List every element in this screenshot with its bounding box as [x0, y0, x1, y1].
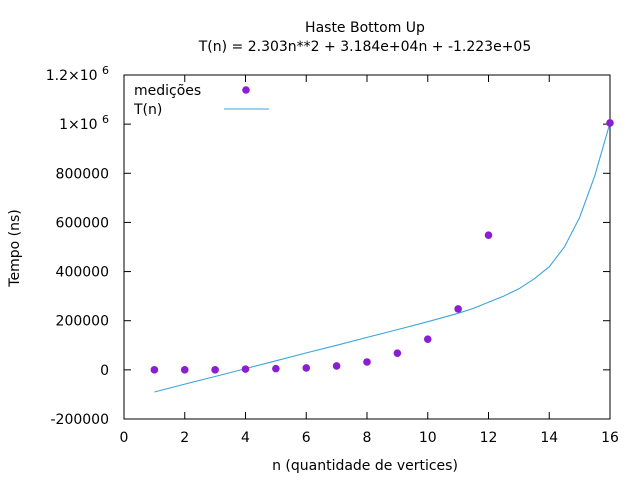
data-point	[393, 349, 402, 357]
x-tick-label: 16	[601, 430, 619, 446]
y-axis: -200000 0 200000 400000 600000 800000 1×10 6 1.…	[46, 64, 610, 428]
data-point	[150, 366, 159, 374]
legend: medições T(n)	[133, 83, 269, 118]
y-tick-label: -200000	[51, 412, 110, 428]
x-tick-label: 8	[363, 430, 372, 446]
x-tick-label: 0	[120, 430, 129, 446]
x-tick-label: 6	[302, 430, 311, 446]
y-tick-label: 1×10 6	[59, 113, 109, 133]
y-tick-label: 600000	[56, 215, 109, 231]
y-tick-label: 800000	[56, 166, 109, 182]
x-tick-label: 14	[540, 430, 558, 446]
data-point	[211, 366, 219, 374]
y-tick-label: 1.2×10 6	[46, 64, 109, 84]
legend-label-tn: T(n)	[133, 102, 162, 118]
data-point	[272, 364, 280, 373]
data-point	[423, 335, 432, 343]
chart-title: Haste Bottom Up	[305, 20, 425, 36]
data-point	[241, 365, 250, 373]
series-medicoes-points	[150, 119, 614, 374]
x-tick-label: 4	[241, 430, 250, 446]
data-point	[454, 305, 462, 313]
x-axis: 0 2 4 6 8 10 12 14 16	[120, 75, 619, 446]
plot-frame	[123, 74, 611, 420]
x-tick-label: 10	[419, 430, 437, 446]
y-tick-label: 400000	[56, 265, 109, 281]
x-tick-label: 12	[480, 430, 498, 446]
series-tn-line	[154, 122, 611, 393]
data-point	[363, 358, 371, 366]
y-axis-label: Tempo (ns)	[7, 209, 23, 287]
data-point	[606, 119, 614, 127]
chart-subtitle: T(n) = 2.303n**2 + 3.184e+04n + -1.223e+…	[198, 39, 532, 55]
x-axis-label: n (quantidade de vertices)	[272, 458, 458, 474]
legend-marker-medicoes	[242, 86, 250, 94]
legend-label-medicoes: medições	[134, 83, 201, 99]
data-point	[180, 366, 189, 374]
y-tick-label: 200000	[56, 314, 109, 330]
data-point	[332, 362, 341, 370]
y-tick-label: 0	[100, 363, 109, 379]
x-tick-label: 2	[180, 430, 189, 446]
data-point	[484, 231, 493, 240]
data-point	[302, 364, 311, 372]
